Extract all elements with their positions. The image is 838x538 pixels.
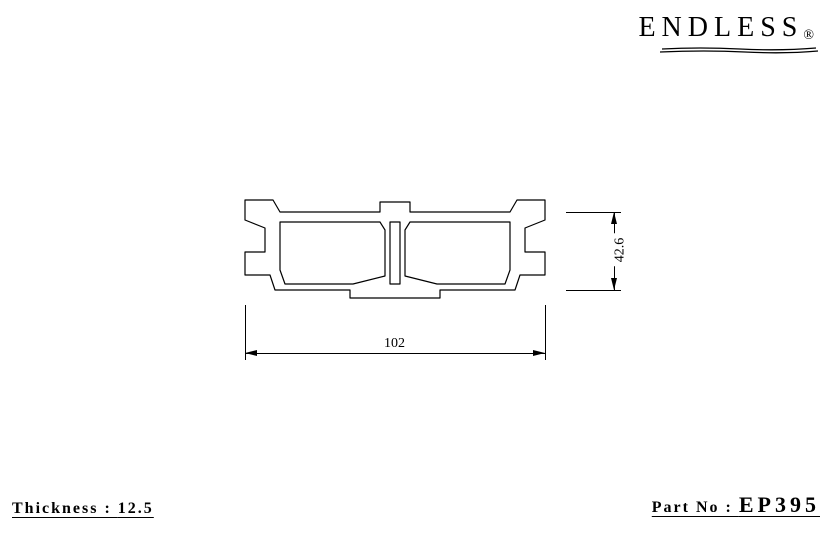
thickness-label: Thickness : 12.5 xyxy=(12,500,154,518)
thickness-value: 12.5 xyxy=(118,500,154,517)
dim-width-arrow-left xyxy=(245,350,257,356)
dim-height-arrow-bottom xyxy=(611,278,617,290)
dim-height-value: 42.6 xyxy=(612,234,628,267)
dim-height-ext-bottom xyxy=(566,290,621,291)
brand-logo-text: ENDLESS xyxy=(638,12,803,43)
part-number-label: Part No : EP395 xyxy=(652,492,820,518)
dim-height-arrow-top xyxy=(611,212,617,224)
brand-logo: ENDLESS® xyxy=(638,12,820,44)
part-number-value: EP395 xyxy=(739,492,820,517)
dim-width-line xyxy=(245,353,545,354)
dim-width-ext-right xyxy=(545,305,546,360)
dim-width-arrow-right xyxy=(533,350,545,356)
thickness-prefix: Thickness : xyxy=(12,500,118,517)
part-number-prefix: Part No : xyxy=(652,499,739,516)
brake-pad-outline xyxy=(225,190,565,310)
registered-mark: ® xyxy=(803,28,820,43)
dim-width-value: 102 xyxy=(380,336,409,352)
logo-underline xyxy=(660,46,818,54)
